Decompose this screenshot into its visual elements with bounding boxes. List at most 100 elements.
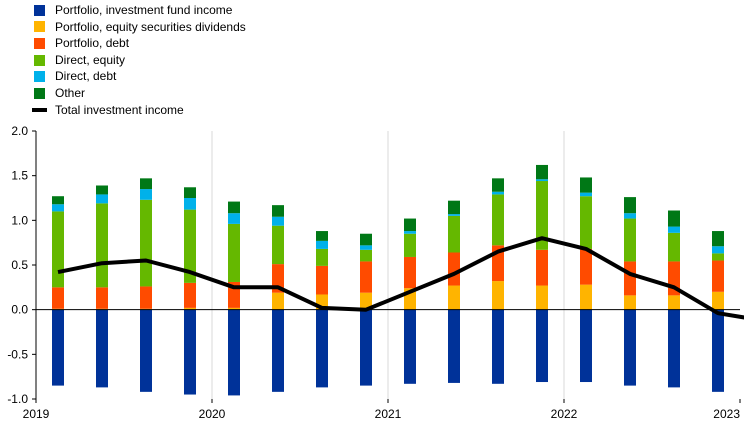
legend-swatch — [34, 71, 45, 83]
bar-segment — [536, 164, 548, 180]
gridlines — [211, 131, 565, 399]
bar-segment — [580, 196, 592, 249]
total-line — [57, 236, 744, 320]
bar-segment — [184, 198, 196, 210]
legend-swatch — [34, 87, 45, 99]
bar-segment — [580, 284, 592, 310]
legend-swatch — [34, 21, 45, 33]
y-tick-label: -1.0 — [7, 392, 28, 406]
bar-segment — [580, 309, 592, 383]
bar-segment — [52, 204, 64, 212]
legend-item: Portfolio, debt — [34, 35, 246, 52]
bar-segment — [404, 218, 416, 232]
bar-segment — [228, 307, 240, 310]
bar-segment — [404, 233, 416, 257]
bar-segment — [448, 200, 460, 215]
bar-segment — [624, 213, 636, 219]
legend-label: Portfolio, investment fund income — [55, 3, 233, 17]
bar-segment — [448, 285, 460, 310]
bar-segment — [536, 181, 548, 250]
bar-segment — [140, 178, 152, 190]
bar-segment — [140, 199, 152, 287]
bar-segment — [580, 192, 592, 197]
bar-segment — [536, 179, 548, 182]
bar-segment — [448, 214, 460, 216]
y-tick-label: 1.5 — [11, 169, 28, 183]
bar-segment — [404, 256, 416, 289]
bar-segment — [712, 246, 724, 254]
bar-segment — [448, 309, 460, 383]
bar-segment — [668, 309, 680, 388]
bar-segment — [184, 282, 196, 308]
legend-swatch — [34, 37, 45, 49]
bar-segment — [184, 209, 196, 283]
y-tick-label: 1.0 — [11, 213, 28, 227]
legend-swatch — [32, 107, 47, 112]
bar-segment — [624, 295, 636, 310]
bar-segment — [712, 253, 724, 261]
y-tick-label: 2.0 — [11, 124, 28, 138]
legend-item: Portfolio, equity securities dividends — [34, 19, 246, 36]
legend-label: Portfolio, equity securities dividends — [55, 19, 246, 34]
bar-segment — [360, 233, 372, 246]
bar-segment — [140, 286, 152, 309]
bar-segment — [316, 248, 328, 266]
x-tick-label: 2021 — [375, 407, 402, 421]
bar-segment — [272, 292, 284, 310]
bar-segment — [492, 194, 504, 246]
bar-segment — [52, 309, 64, 386]
bar-segment — [184, 309, 196, 395]
legend-swatch — [34, 4, 45, 16]
bar-segment — [668, 226, 680, 233]
bar-segment — [712, 260, 724, 292]
y-tick-label: 0.5 — [11, 258, 28, 272]
bar-segment — [272, 225, 284, 265]
bar-segment — [96, 287, 108, 309]
bar-segment — [448, 252, 460, 286]
bar-segment — [536, 249, 548, 286]
bar-segment — [668, 295, 680, 310]
legend-item: Portfolio, investment fund income — [34, 2, 246, 19]
bar-segment — [492, 309, 504, 384]
bar-segment — [712, 291, 724, 310]
bar-segment — [360, 249, 372, 262]
bar-segment — [96, 185, 108, 195]
bar-segment — [184, 187, 196, 198]
bar-segment — [448, 215, 460, 253]
total-investment-income-line — [57, 236, 744, 320]
bar-segment — [96, 309, 108, 388]
bar-segment — [360, 245, 372, 250]
bar-segment — [184, 307, 196, 310]
legend-item: Other — [34, 85, 246, 102]
x-tick-label: 2022 — [551, 407, 578, 421]
legend-item: Total investment income — [32, 102, 246, 119]
bar-segment — [712, 231, 724, 247]
bar-segment — [272, 205, 284, 217]
bar-segment — [228, 201, 240, 214]
bar-segment — [96, 194, 108, 204]
legend-item: Direct, equity — [34, 52, 246, 69]
bar-segment — [228, 223, 240, 282]
legend-swatch — [34, 54, 45, 66]
bar-segment — [492, 281, 504, 310]
bar-segment — [316, 231, 328, 241]
bar-segment — [624, 218, 636, 262]
bar-segment — [228, 309, 240, 396]
bar-segment — [360, 309, 372, 386]
legend-label: Direct, debt — [55, 69, 117, 84]
bar-segment — [316, 309, 328, 388]
y-tick-label: 0.0 — [11, 303, 28, 317]
legend-label: Other — [55, 85, 86, 100]
bars — [52, 164, 724, 396]
x-tick-label: 2023 — [713, 407, 740, 421]
legend: Portfolio, investment fund income Portfol… — [32, 2, 246, 119]
bar-segment — [624, 261, 636, 296]
bar-segment — [580, 248, 592, 285]
bar-segment — [624, 309, 636, 386]
bar-segment — [492, 191, 504, 195]
bar-segment — [404, 231, 416, 234]
bar-segment — [668, 210, 680, 227]
bar-segment — [580, 177, 592, 193]
bar-segment — [272, 216, 284, 226]
